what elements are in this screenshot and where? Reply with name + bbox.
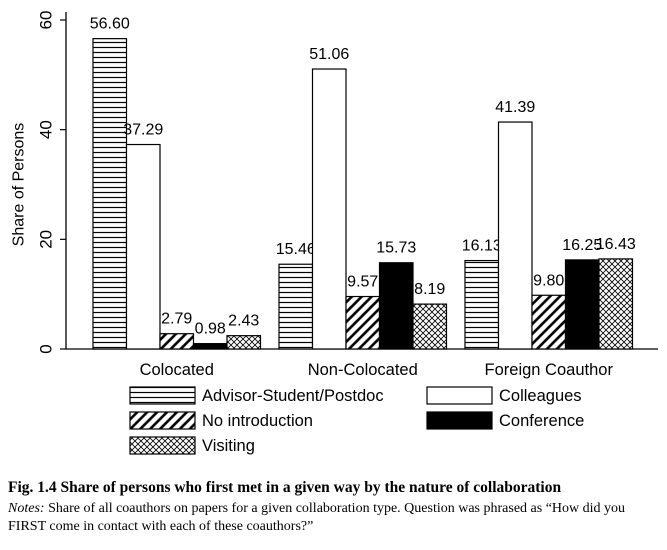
y-axis-title: Share of Persons bbox=[11, 123, 28, 247]
bar-solid-black bbox=[192, 343, 228, 350]
bar-crosshatch bbox=[226, 335, 262, 350]
bar-diagonal-lines bbox=[345, 295, 381, 350]
legend-swatch-crosshatch bbox=[129, 436, 196, 455]
bar-crosshatch bbox=[412, 303, 448, 350]
y-tick-label: 0 bbox=[37, 344, 56, 353]
bar-solid-black bbox=[564, 259, 600, 350]
bar-value-label: 0.98 bbox=[195, 321, 226, 338]
bar-diagonal-lines bbox=[531, 294, 567, 350]
legend-label: No introduction bbox=[202, 412, 313, 430]
bar-value-label: 15.46 bbox=[276, 241, 316, 258]
legend-label: Visiting bbox=[202, 437, 255, 455]
y-tick-label: 20 bbox=[37, 230, 56, 249]
notes-text: Share of all coauthors on papers for a g… bbox=[8, 501, 626, 534]
figure-title: Fig. 1.4 Share of persons who first met … bbox=[8, 479, 562, 496]
x-category-label: Non-Colocated bbox=[308, 361, 418, 379]
bar-value-label: 15.73 bbox=[376, 240, 416, 257]
bar-value-label: 37.29 bbox=[123, 122, 163, 139]
bar-solid-black bbox=[378, 262, 414, 350]
legend-swatch-diagonal-lines bbox=[129, 411, 196, 430]
chart-bars: 56.60 37.29 2.790.98 2.43 Colocated 15.46 51.0… bbox=[90, 16, 636, 379]
figure-caption: Fig. 1.4 Share of persons who first met … bbox=[8, 478, 663, 536]
bar-horizontal-lines bbox=[278, 263, 314, 350]
y-tick-label: 60 bbox=[37, 11, 56, 30]
notes-label: Notes: bbox=[8, 501, 45, 516]
bar-value-label: 9.80 bbox=[533, 272, 564, 289]
x-category-label: Foreign Coauthor bbox=[485, 361, 614, 379]
bar-value-label: 2.43 bbox=[228, 313, 259, 330]
bar-chart: 0 20 40 60 Share of Persons 56.60 37.29 2.790.… bbox=[11, 11, 658, 455]
bar-value-label: 8.19 bbox=[414, 281, 445, 298]
x-category-label: Colocated bbox=[140, 361, 214, 379]
bar-crosshatch bbox=[598, 258, 634, 350]
bar-value-label: 16.43 bbox=[596, 236, 636, 253]
bar-horizontal-lines bbox=[92, 38, 128, 350]
bar-value-label: 2.79 bbox=[161, 311, 192, 328]
bar-value-label: 56.60 bbox=[90, 16, 130, 33]
bar-diagonal-lines bbox=[159, 333, 195, 350]
legend-label: Colleagues bbox=[499, 387, 582, 405]
bar-white bbox=[125, 143, 161, 350]
chart-legend: Advisor-Student/Postdoc Colleagues No intr… bbox=[129, 386, 584, 455]
figure-notes: Notes: Share of all coauthors on papers … bbox=[8, 500, 663, 536]
legend-label: Advisor-Student/Postdoc bbox=[202, 387, 384, 405]
legend-label: Conference bbox=[499, 412, 584, 430]
bar-value-label: 41.39 bbox=[495, 99, 535, 116]
legend-swatch-solid-black bbox=[426, 411, 493, 430]
bar-white bbox=[497, 121, 533, 350]
bar-value-label: 16.13 bbox=[462, 238, 502, 255]
legend-swatch-white bbox=[426, 386, 493, 405]
bar-horizontal-lines bbox=[464, 259, 500, 350]
bar-value-label: 9.57 bbox=[347, 274, 378, 291]
bar-value-label: 51.06 bbox=[309, 46, 349, 63]
bar-white bbox=[311, 68, 347, 350]
legend-swatch-horizontal-lines bbox=[129, 386, 196, 405]
y-tick-label: 40 bbox=[37, 120, 56, 139]
bar-value-label: 16.25 bbox=[562, 237, 602, 254]
